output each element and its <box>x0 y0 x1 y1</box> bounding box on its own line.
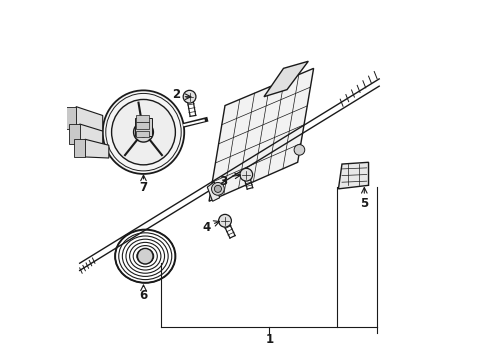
Polygon shape <box>207 182 219 201</box>
Text: 3: 3 <box>219 175 227 188</box>
Circle shape <box>240 168 252 181</box>
Polygon shape <box>65 107 76 129</box>
Text: 2: 2 <box>172 89 180 102</box>
Circle shape <box>133 122 153 142</box>
Text: 7: 7 <box>139 181 147 194</box>
Polygon shape <box>136 115 148 122</box>
Polygon shape <box>209 68 313 201</box>
Circle shape <box>214 185 221 192</box>
Ellipse shape <box>111 99 175 165</box>
Polygon shape <box>69 124 80 144</box>
Polygon shape <box>264 61 307 97</box>
Circle shape <box>218 215 231 227</box>
Circle shape <box>137 248 153 264</box>
Circle shape <box>183 90 196 103</box>
Polygon shape <box>76 107 102 131</box>
Polygon shape <box>85 139 109 158</box>
Circle shape <box>293 145 304 155</box>
Polygon shape <box>134 118 152 136</box>
Polygon shape <box>136 122 148 129</box>
Ellipse shape <box>102 90 184 174</box>
Polygon shape <box>80 124 102 144</box>
Circle shape <box>211 183 224 195</box>
Text: 6: 6 <box>139 289 147 302</box>
Text: 1: 1 <box>264 333 273 346</box>
Polygon shape <box>74 139 85 157</box>
Polygon shape <box>338 162 368 189</box>
Text: 4: 4 <box>202 221 210 234</box>
Polygon shape <box>136 131 148 138</box>
Text: 5: 5 <box>360 197 367 210</box>
Circle shape <box>138 127 148 137</box>
